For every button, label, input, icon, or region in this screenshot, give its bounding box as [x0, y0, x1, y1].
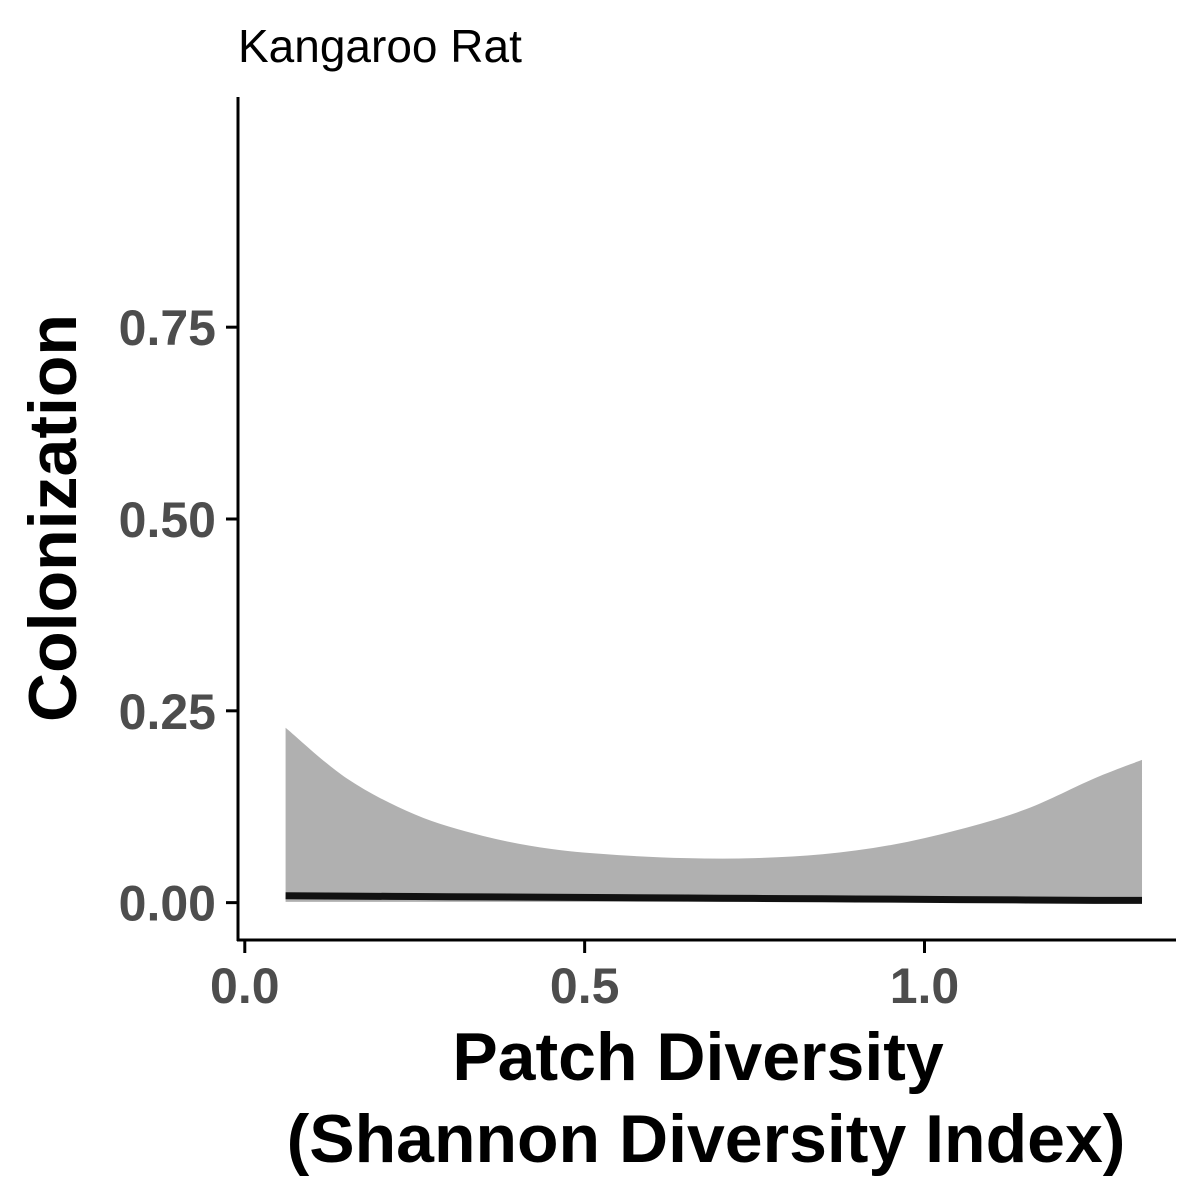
chart-title: Kangaroo Rat: [238, 20, 522, 72]
y-tick-label: 0.00: [119, 876, 216, 932]
y-tick-label: 0.50: [119, 492, 216, 548]
plot-area: [285, 727, 1143, 904]
x-axis-title-line2: (Shannon Diversity Index): [287, 1101, 1126, 1177]
x-tick-label: 1.0: [890, 958, 960, 1014]
y-axis-title: Colonization: [15, 314, 91, 722]
y-axis-ticks: 0.00 0.25 0.50 0.75: [119, 300, 238, 932]
x-tick-label: 0.5: [550, 958, 620, 1014]
x-tick-label: 0.0: [210, 958, 280, 1014]
y-tick-label: 0.75: [119, 300, 216, 356]
confidence-ribbon: [285, 727, 1143, 902]
fitted-line: [285, 892, 1143, 904]
x-axis-title-line1: Patch Diversity: [452, 1019, 944, 1095]
y-tick-label: 0.25: [119, 684, 216, 740]
x-axis-ticks: 0.0 0.5 1.0: [210, 941, 959, 1014]
